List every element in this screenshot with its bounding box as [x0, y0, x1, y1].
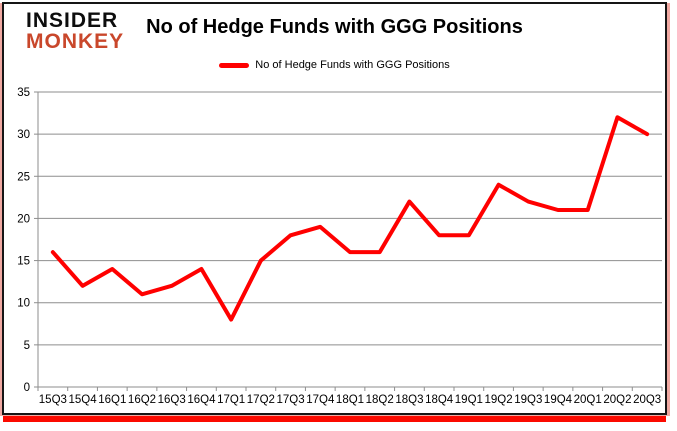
x-axis-tick-label: 20Q1 — [574, 394, 602, 406]
x-axis-tick-label: 18Q1 — [336, 394, 364, 406]
y-axis-tick-label: 30 — [17, 129, 30, 141]
x-axis-tick-label: 16Q3 — [158, 394, 186, 406]
y-axis-tick-label: 15 — [17, 256, 30, 268]
x-axis-tick-label: 17Q2 — [247, 394, 275, 406]
x-axis-tick-label: 15Q4 — [69, 394, 98, 406]
x-axis-tick-label: 19Q1 — [455, 394, 483, 406]
x-axis-tick-label: 17Q4 — [306, 394, 335, 406]
x-axis-tick-label: 20Q2 — [603, 394, 631, 406]
y-axis-tick-label: 0 — [24, 382, 30, 394]
logo-text-monkey: MONKEY — [26, 29, 125, 53]
y-axis-tick-label: 25 — [17, 171, 30, 183]
x-axis-tick-label: 17Q1 — [217, 394, 245, 406]
logo-text-insider: INSIDER — [26, 9, 119, 32]
legend-label: No of Hedge Funds with GGG Positions — [255, 59, 450, 71]
y-axis-tick-label: 35 — [17, 87, 30, 99]
y-axis-tick-label: 5 — [24, 340, 30, 352]
x-axis-tick-label: 17Q3 — [277, 394, 305, 406]
x-axis-tick-label: 19Q2 — [485, 394, 513, 406]
x-axis-tick-label: 16Q4 — [187, 394, 216, 406]
x-axis-tick-label: 19Q4 — [544, 394, 573, 406]
x-axis-tick-label: 18Q3 — [395, 394, 423, 406]
x-axis-tick-label: 16Q1 — [98, 394, 126, 406]
y-axis-tick-label: 10 — [17, 298, 30, 310]
data-line — [50, 115, 650, 322]
x-axis-tick-label: 19Q3 — [514, 394, 542, 406]
x-axis-tick-label: 15Q3 — [39, 394, 67, 406]
x-axis-tick-label: 18Q4 — [425, 394, 454, 406]
y-axis-tick-label: 20 — [17, 213, 30, 225]
chart-title: No of Hedge Funds with GGG Positions — [146, 16, 523, 38]
chart-card: INSIDER MONKEY No of Hedge Funds with GG… — [2, 2, 667, 415]
x-axis-tick-label: 16Q2 — [128, 394, 156, 406]
x-axis-tick-label: 20Q3 — [633, 394, 661, 406]
insider-monkey-logo: INSIDER MONKEY — [26, 9, 125, 53]
x-axis-tick-label: 18Q2 — [366, 394, 394, 406]
legend: No of Hedge Funds with GGG Positions — [4, 59, 665, 71]
legend-line-swatch — [219, 62, 250, 68]
